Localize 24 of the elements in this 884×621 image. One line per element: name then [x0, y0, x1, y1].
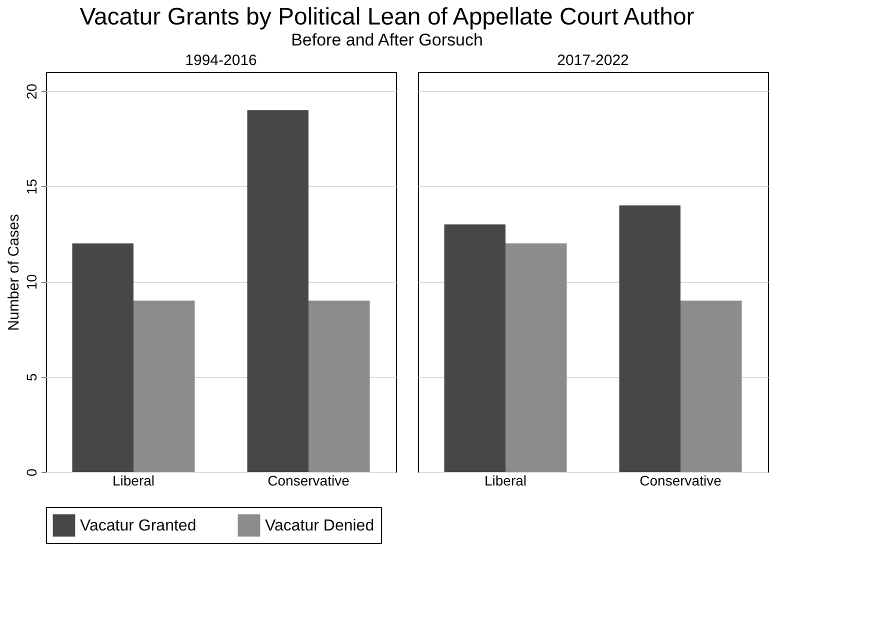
bar [506, 243, 567, 472]
x-tick-label: Liberal [484, 472, 527, 488]
chart-title: 2017-2022 [557, 52, 629, 69]
bar [72, 243, 134, 472]
bar [308, 300, 370, 472]
x-tick-label: Conservative [268, 472, 350, 488]
x-tick-label: Liberal [112, 472, 155, 488]
y-axis-title: Number of Cases [6, 214, 22, 331]
legend-label: Vacatur Granted [80, 517, 196, 534]
y-tick-label: 20 [24, 84, 40, 100]
chart-title: 1994-2016 [185, 52, 257, 69]
x-tick-label: Conservative [640, 472, 722, 488]
bar [444, 224, 506, 472]
bar [619, 205, 680, 472]
y-tick-label: 10 [24, 274, 40, 290]
bar [247, 110, 308, 472]
y-tick-label: 5 [24, 373, 40, 382]
bar [680, 300, 742, 472]
bar [134, 300, 195, 472]
y-tick-label: 0 [24, 468, 40, 476]
legend-label: Vacatur Denied [265, 517, 374, 534]
text: Vacatur Grants by Political Lean of Appellate Court Author [80, 4, 694, 30]
text: Before and After Gorsuch [291, 30, 483, 50]
y-tick-label: 15 [24, 178, 40, 195]
